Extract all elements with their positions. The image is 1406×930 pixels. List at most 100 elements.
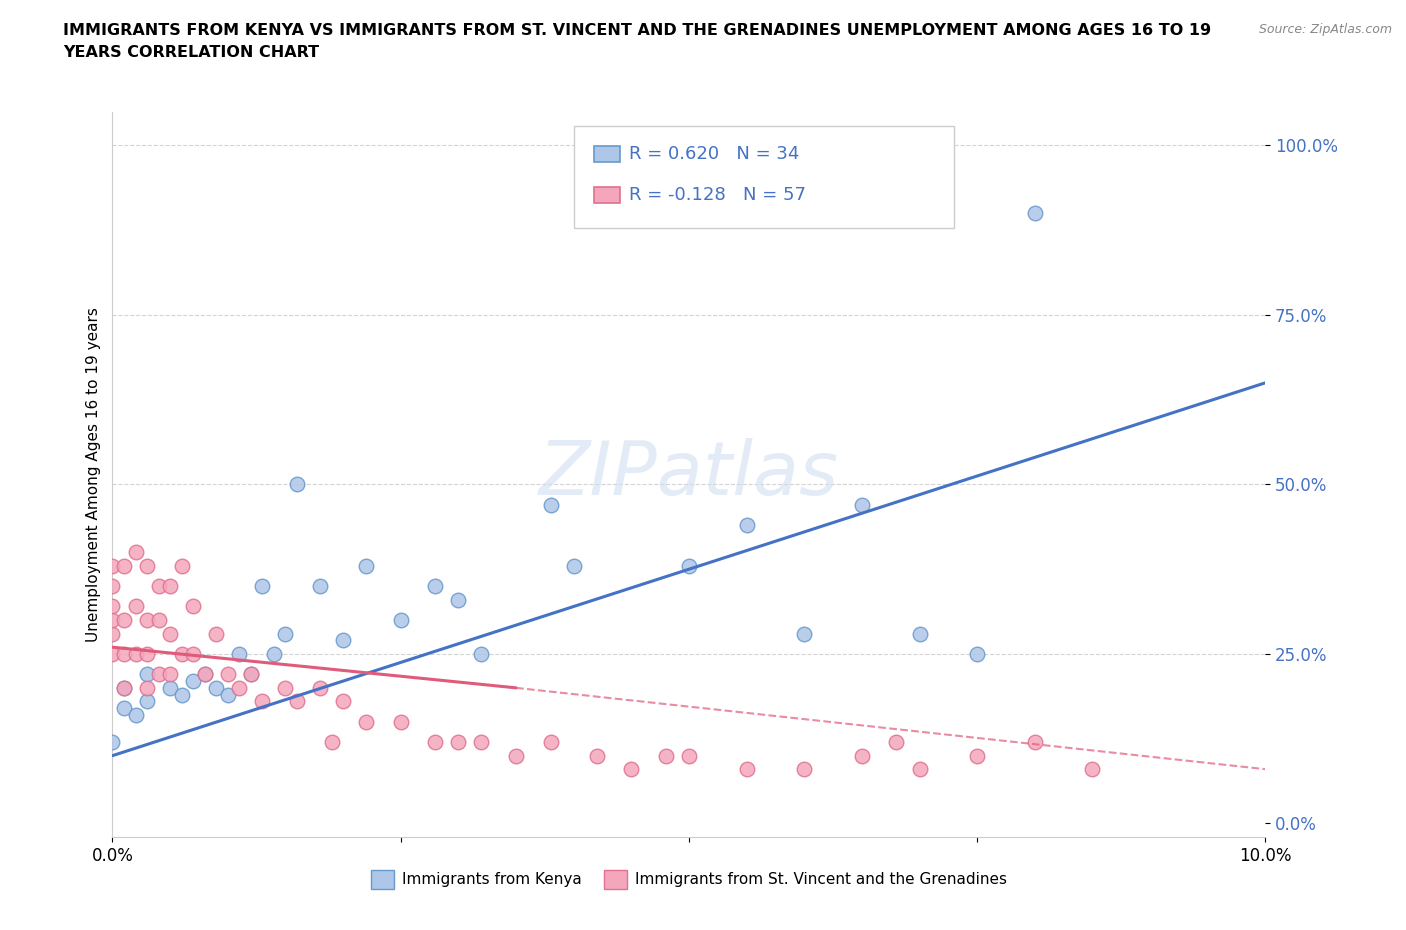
Point	[205, 626, 228, 641]
Legend: Immigrants from Kenya, Immigrants from St. Vincent and the Grenadines: Immigrants from Kenya, Immigrants from S…	[366, 864, 1012, 895]
Point	[136, 646, 159, 661]
Point	[309, 681, 332, 696]
Text: R = 0.620   N = 34: R = 0.620 N = 34	[628, 145, 800, 163]
Point	[217, 667, 239, 682]
Point	[585, 749, 607, 764]
Point	[678, 749, 700, 764]
Point	[136, 694, 159, 709]
FancyBboxPatch shape	[595, 187, 620, 203]
Point	[470, 646, 492, 661]
Point	[1081, 762, 1104, 777]
Y-axis label: Unemployment Among Ages 16 to 19 years: Unemployment Among Ages 16 to 19 years	[86, 307, 101, 642]
Text: Source: ZipAtlas.com: Source: ZipAtlas.com	[1258, 23, 1392, 36]
Point	[159, 681, 181, 696]
Point	[886, 735, 908, 750]
Point	[447, 735, 470, 750]
Point	[112, 558, 135, 573]
Point	[1024, 735, 1046, 750]
Text: ZIPatlas: ZIPatlas	[538, 438, 839, 511]
Point	[263, 646, 285, 661]
Point	[908, 626, 931, 641]
Point	[239, 667, 262, 682]
Text: IMMIGRANTS FROM KENYA VS IMMIGRANTS FROM ST. VINCENT AND THE GRENADINES UNEMPLOY: IMMIGRANTS FROM KENYA VS IMMIGRANTS FROM…	[63, 23, 1212, 38]
Point	[148, 613, 170, 628]
Point	[205, 681, 228, 696]
Point	[159, 578, 181, 593]
Point	[332, 633, 354, 648]
Point	[112, 613, 135, 628]
Point	[136, 613, 159, 628]
Point	[194, 667, 217, 682]
Point	[252, 694, 274, 709]
Point	[112, 700, 135, 715]
Point	[124, 599, 146, 614]
Point	[389, 714, 412, 729]
FancyBboxPatch shape	[595, 146, 620, 162]
Point	[112, 681, 135, 696]
Point	[851, 749, 873, 764]
Point	[966, 646, 988, 661]
Point	[966, 749, 988, 764]
Point	[101, 578, 124, 593]
Point	[735, 518, 758, 533]
Point	[148, 667, 170, 682]
FancyBboxPatch shape	[574, 126, 955, 228]
Point	[678, 558, 700, 573]
Point	[101, 735, 124, 750]
Point	[101, 613, 124, 628]
Point	[354, 714, 377, 729]
Point	[228, 681, 250, 696]
Point	[136, 681, 159, 696]
Point	[389, 613, 412, 628]
Point	[101, 558, 124, 573]
Point	[505, 749, 527, 764]
Point	[170, 687, 193, 702]
Point	[170, 558, 193, 573]
Point	[124, 545, 146, 560]
Point	[309, 578, 332, 593]
Point	[274, 681, 297, 696]
Point	[124, 708, 146, 723]
Point	[112, 681, 135, 696]
Point	[793, 626, 815, 641]
Point	[101, 646, 124, 661]
Point	[181, 599, 204, 614]
Point	[851, 498, 873, 512]
Point	[354, 558, 377, 573]
Point	[425, 735, 447, 750]
Point	[217, 687, 239, 702]
Point	[112, 646, 135, 661]
Point	[425, 578, 447, 593]
Point	[285, 694, 308, 709]
Point	[620, 762, 643, 777]
Point	[540, 498, 562, 512]
Point	[908, 762, 931, 777]
Point	[252, 578, 274, 593]
Point	[170, 646, 193, 661]
Point	[332, 694, 354, 709]
Point	[124, 646, 146, 661]
Point	[655, 749, 678, 764]
Point	[159, 667, 181, 682]
Point	[181, 646, 204, 661]
Point	[735, 762, 758, 777]
Point	[447, 592, 470, 607]
Point	[136, 667, 159, 682]
Point	[194, 667, 217, 682]
Point	[148, 578, 170, 593]
Point	[101, 626, 124, 641]
Point	[239, 667, 262, 682]
Point	[562, 558, 585, 573]
Point	[228, 646, 250, 661]
Point	[470, 735, 492, 750]
Point	[136, 558, 159, 573]
Point	[321, 735, 343, 750]
Point	[1024, 206, 1046, 220]
Point	[101, 599, 124, 614]
Text: YEARS CORRELATION CHART: YEARS CORRELATION CHART	[63, 45, 319, 60]
Point	[793, 762, 815, 777]
Point	[159, 626, 181, 641]
Point	[274, 626, 297, 641]
Text: R = -0.128   N = 57: R = -0.128 N = 57	[628, 186, 806, 204]
Point	[285, 477, 308, 492]
